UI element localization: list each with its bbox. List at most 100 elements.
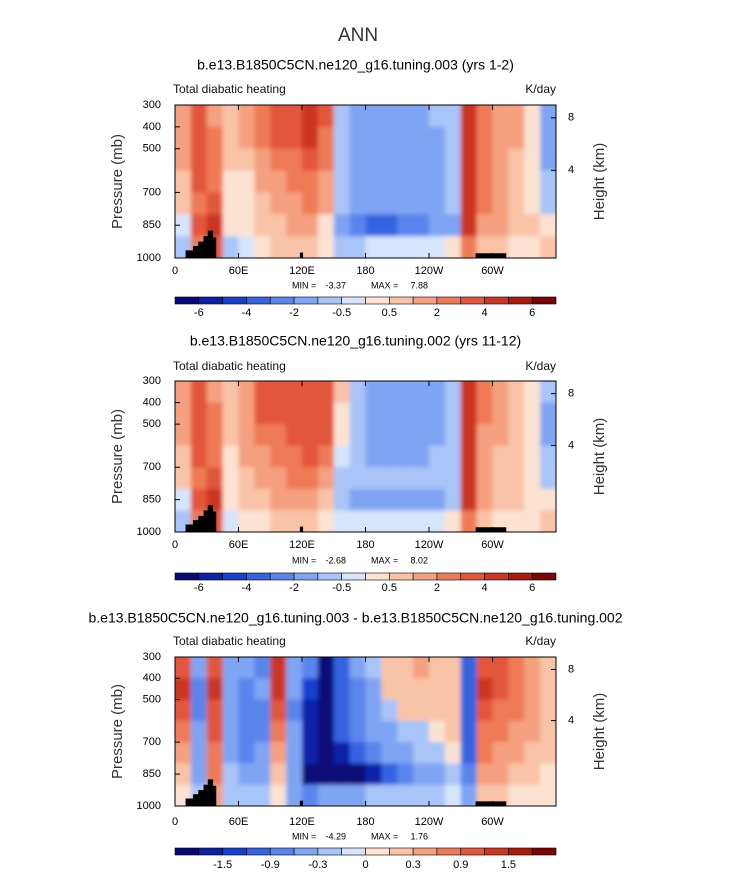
field-cell: [429, 381, 446, 404]
colorbar-box: [436, 572, 462, 581]
field-cell: [524, 720, 541, 743]
field-cell: [429, 192, 446, 215]
max-value: 7.88: [410, 280, 428, 290]
field-cell: [365, 126, 382, 150]
field-cell: [349, 763, 366, 786]
field-cell: [254, 148, 271, 172]
field-cell: [206, 742, 224, 764]
field-cell: [175, 192, 192, 215]
x-tick-label: 180: [356, 539, 374, 551]
field-cell: [190, 126, 208, 150]
field-cell: [286, 170, 303, 193]
field-cell: [349, 148, 366, 172]
field-cell: [286, 424, 303, 447]
field-cell: [222, 148, 239, 172]
colorbar-box: [317, 572, 342, 581]
y-tick-label: 700: [143, 736, 161, 748]
field-cell: [317, 657, 335, 679]
field-cell: [413, 657, 430, 679]
y-tick-label: 300: [143, 651, 161, 663]
field-cell: [190, 445, 208, 468]
colorbar-label: 0.5: [382, 307, 397, 319]
field-cell: [476, 763, 493, 786]
field-cell: [365, 763, 382, 786]
colorbar-box: [293, 847, 319, 856]
field-cell: [540, 214, 556, 237]
field-cell: [492, 214, 509, 237]
field-cell: [206, 720, 224, 743]
field-cell: [508, 510, 525, 532]
field-cell: [190, 148, 208, 172]
colorbar-box: [246, 296, 271, 305]
field-cell: [413, 192, 430, 215]
field-cell: [302, 192, 319, 215]
colorbar-box: [341, 296, 366, 305]
colorbar-box: [317, 296, 342, 305]
field-cell: [286, 214, 303, 237]
field-cell: [381, 488, 398, 511]
field-cell: [270, 126, 287, 150]
field-cell: [397, 105, 414, 128]
field-cell: [317, 742, 335, 764]
min-label: MIN =: [292, 831, 316, 841]
field-cell: [365, 214, 382, 237]
field-cell: [270, 699, 287, 722]
colorbar-label: 1.5: [501, 859, 516, 871]
field-cell: [540, 170, 556, 193]
field-cell: [413, 105, 430, 128]
terrain: [299, 800, 304, 806]
field-cell: [190, 699, 208, 722]
colorbar-box: [198, 847, 223, 856]
field-cell: [206, 424, 224, 447]
field-cell: [238, 742, 255, 764]
field-cell: [413, 742, 430, 764]
field-cell: [413, 720, 430, 743]
field-cell: [349, 488, 366, 511]
field-cell: [444, 510, 462, 532]
field-cell: [238, 445, 255, 468]
field-cell: [492, 488, 509, 511]
field-cell: [397, 720, 414, 743]
colorbar-label: 4: [482, 582, 488, 594]
field-cell: [476, 510, 493, 532]
field-cell: [524, 126, 541, 150]
field-cell: [365, 192, 382, 215]
field-cell: [222, 424, 239, 447]
field-cell: [333, 105, 351, 128]
field-cell: [381, 236, 398, 258]
field-cell: [238, 148, 255, 172]
field-cell: [254, 424, 271, 447]
field-cell: [492, 381, 509, 404]
field-cell: [238, 699, 255, 722]
field-cell: [270, 170, 287, 193]
panel-title: b.e13.B1850C5CN.ne120_g16.tuning.002 (yr…: [190, 333, 521, 349]
field-cell: [508, 126, 525, 150]
field-cell: [286, 488, 303, 511]
field-cell: [540, 402, 556, 425]
left-subtitle: Total diabatic heating: [173, 359, 286, 373]
colorbar-box: [269, 296, 295, 305]
x-tick-label: 180: [356, 265, 374, 277]
field-cell: [333, 402, 351, 425]
field-cell: [286, 192, 303, 215]
x-tick-label: 60E: [229, 265, 249, 277]
field-cell: [333, 170, 351, 193]
field-cell: [222, 510, 239, 532]
field-cell: [381, 678, 398, 701]
field-cell: [444, 214, 462, 237]
x-tick-label: 60W: [481, 816, 504, 828]
min-value: -4.29: [325, 831, 346, 841]
terrain: [475, 527, 507, 532]
field-cell: [317, 402, 335, 425]
terrain: [185, 230, 217, 258]
field-cell: [413, 170, 430, 193]
y-tick-label: 500: [143, 693, 161, 705]
field-cell: [238, 510, 255, 532]
field-cell: [397, 467, 414, 490]
field-cell: [444, 402, 462, 425]
field-cell: [302, 678, 319, 701]
field-cell: [270, 105, 287, 128]
field-cell: [460, 170, 478, 193]
field-cell: [317, 488, 335, 511]
